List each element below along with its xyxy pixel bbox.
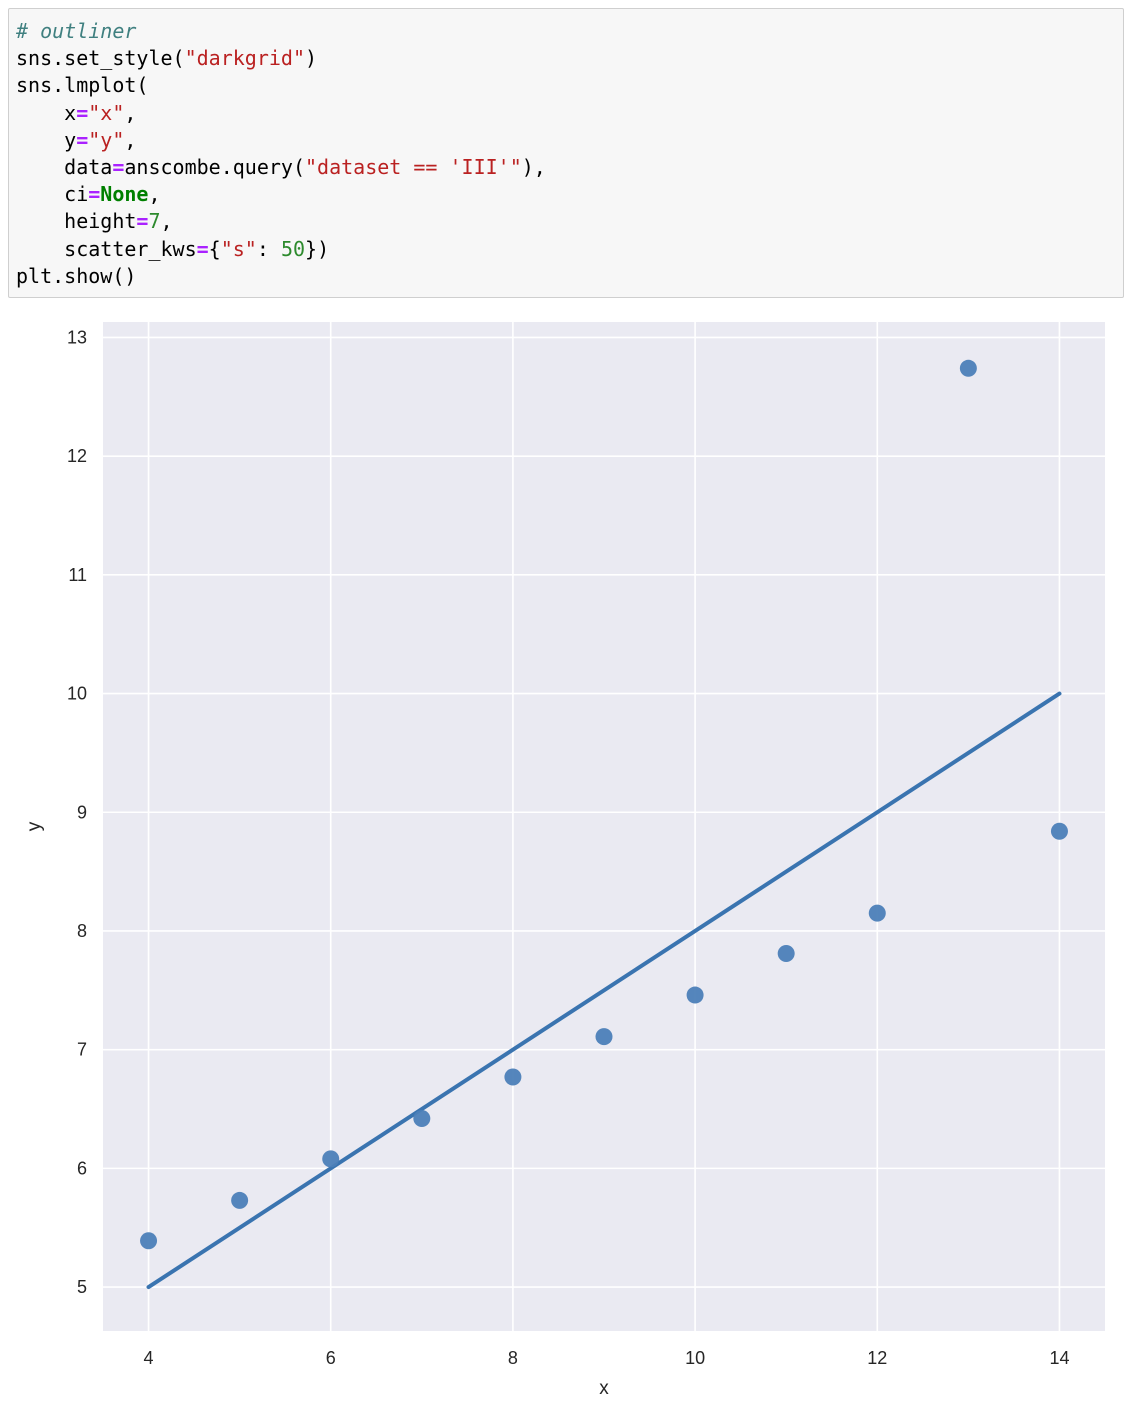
data-point bbox=[686, 986, 704, 1004]
x-tick-label: 6 bbox=[326, 1348, 336, 1368]
scatter-plot: 4 6 8 10 12 14 5 6 7 8 9 10 11 12 13 x y bbox=[24, 322, 1105, 1399]
code-line: height=7, bbox=[16, 208, 1123, 235]
code-token: "dataset == 'III'" bbox=[305, 154, 522, 179]
code-token: y bbox=[16, 127, 77, 152]
code-line: scatter_kws={"s": 50}) bbox=[16, 236, 1123, 263]
code-token: plt.show() bbox=[16, 263, 137, 288]
y-tick-label: 9 bbox=[77, 802, 87, 822]
x-tick-label: 12 bbox=[867, 1348, 887, 1368]
x-tick-label: 4 bbox=[144, 1348, 154, 1368]
code-token: "y" bbox=[88, 127, 125, 152]
code-editor[interactable]: # outliner sns.set_style("darkgrid") sns.l… bbox=[16, 18, 1123, 290]
data-point bbox=[231, 1191, 249, 1209]
code-token: anscombe.query( bbox=[124, 154, 305, 179]
x-tick-label: 14 bbox=[1049, 1348, 1069, 1368]
y-tick-label: 13 bbox=[67, 327, 87, 347]
code-token: x bbox=[16, 100, 77, 125]
data-point bbox=[868, 904, 886, 922]
data-point bbox=[1050, 822, 1068, 840]
code-token: , bbox=[124, 127, 137, 152]
code-token: scatter_kws bbox=[16, 236, 197, 261]
code-token: data bbox=[16, 154, 113, 179]
data-point bbox=[777, 945, 795, 963]
regression-line bbox=[146, 691, 1062, 1290]
y-tick-label: 8 bbox=[77, 921, 87, 941]
code-line: # outliner bbox=[16, 18, 1123, 45]
code-token: sns.set_style( bbox=[16, 46, 185, 71]
y-tick-label: 7 bbox=[77, 1040, 87, 1060]
code-line: ci=None, bbox=[16, 181, 1123, 208]
code-token: : bbox=[256, 236, 281, 261]
code-token: ci bbox=[16, 182, 89, 207]
y-axis-label: y bbox=[24, 821, 45, 831]
code-line: plt.show() bbox=[16, 263, 1123, 290]
y-tick-label: 11 bbox=[68, 565, 87, 585]
code-line: sns.lmplot( bbox=[16, 72, 1123, 99]
code-token: = bbox=[136, 209, 149, 234]
data-point bbox=[504, 1068, 522, 1086]
data-point bbox=[140, 1232, 158, 1250]
y-tick-label: 6 bbox=[77, 1158, 87, 1178]
code-line: y="y", bbox=[16, 127, 1123, 154]
code-token: = bbox=[88, 182, 101, 207]
plot-area bbox=[103, 322, 1105, 1331]
code-token: = bbox=[112, 154, 125, 179]
code-line: x="x", bbox=[16, 100, 1123, 127]
x-tick-label: 8 bbox=[508, 1348, 518, 1368]
code-line: sns.set_style("darkgrid") bbox=[16, 45, 1123, 72]
code-token: , bbox=[160, 209, 173, 234]
code-token: , bbox=[124, 100, 137, 125]
code-token: # outliner bbox=[16, 19, 137, 43]
code-token: sns.lmplot( bbox=[16, 73, 149, 98]
code-token: { bbox=[208, 236, 221, 261]
code-token: "s" bbox=[220, 236, 257, 261]
code-token: ), bbox=[521, 154, 546, 179]
code-token: None bbox=[100, 182, 149, 207]
code-token: "darkgrid" bbox=[184, 46, 305, 71]
code-token: }) bbox=[305, 236, 330, 261]
code-line: data=anscombe.query("dataset == 'III'"), bbox=[16, 154, 1123, 181]
y-tick-label: 5 bbox=[77, 1277, 87, 1297]
code-token: ) bbox=[305, 46, 318, 71]
data-point bbox=[595, 1028, 613, 1046]
code-token: 7 bbox=[148, 209, 161, 234]
code-token: height bbox=[16, 209, 137, 234]
code-token: = bbox=[76, 100, 89, 125]
y-tick-label: 10 bbox=[67, 684, 87, 704]
plot-output: 4 6 8 10 12 14 5 6 7 8 9 10 11 12 13 x y bbox=[0, 300, 1126, 1410]
y-tick-label: 12 bbox=[67, 446, 87, 466]
code-token: = bbox=[76, 127, 89, 152]
code-token: = bbox=[196, 236, 209, 261]
code-token: , bbox=[148, 182, 161, 207]
x-tick-label: 10 bbox=[685, 1348, 705, 1368]
x-axis-label: x bbox=[599, 1378, 609, 1399]
code-token: 50 bbox=[280, 236, 306, 261]
code-token: "x" bbox=[88, 100, 125, 125]
data-point bbox=[322, 1150, 340, 1168]
data-point bbox=[413, 1110, 431, 1128]
code-cell[interactable]: # outliner sns.set_style("darkgrid") sns.l… bbox=[8, 8, 1124, 298]
data-point bbox=[959, 359, 977, 377]
